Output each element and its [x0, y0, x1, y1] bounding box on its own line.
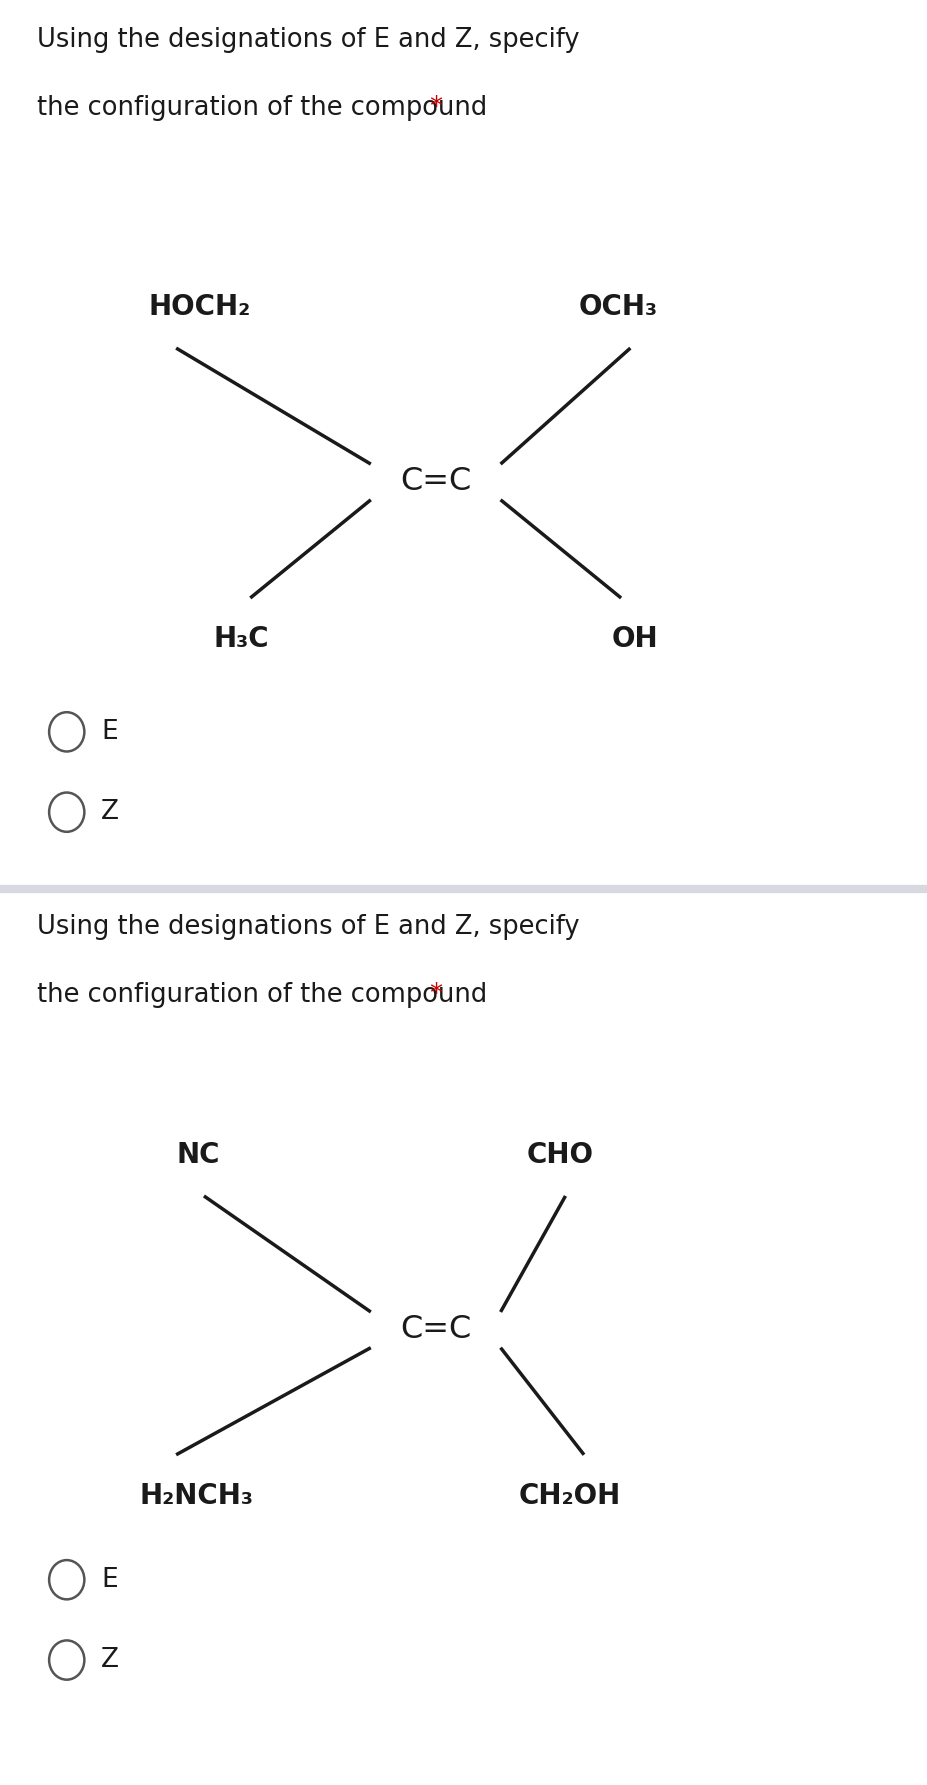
Text: E: E [101, 1567, 118, 1592]
Text: Using the designations of E and Z, specify: Using the designations of E and Z, speci… [37, 27, 579, 54]
Text: CHO: CHO [527, 1141, 593, 1169]
Text: C=C: C=C [400, 466, 471, 498]
Text: Z: Z [101, 800, 119, 825]
Text: H₂NCH₃: H₂NCH₃ [139, 1482, 253, 1510]
Text: the configuration of the compound: the configuration of the compound [37, 982, 488, 1009]
Text: *: * [422, 982, 443, 1009]
Text: Using the designations of E and Z, specify: Using the designations of E and Z, speci… [37, 914, 579, 941]
Text: the configuration of the compound: the configuration of the compound [37, 95, 488, 121]
Text: H₃C: H₃C [213, 625, 269, 653]
Text: Z: Z [101, 1648, 119, 1673]
Text: CH₂OH: CH₂OH [519, 1482, 621, 1510]
Text: C=C: C=C [400, 1314, 471, 1346]
Text: HOCH₂: HOCH₂ [148, 293, 250, 321]
Text: OCH₃: OCH₃ [579, 293, 658, 321]
Text: E: E [101, 719, 118, 744]
Text: NC: NC [176, 1141, 220, 1169]
Text: OH: OH [612, 625, 658, 653]
Text: *: * [422, 95, 443, 121]
